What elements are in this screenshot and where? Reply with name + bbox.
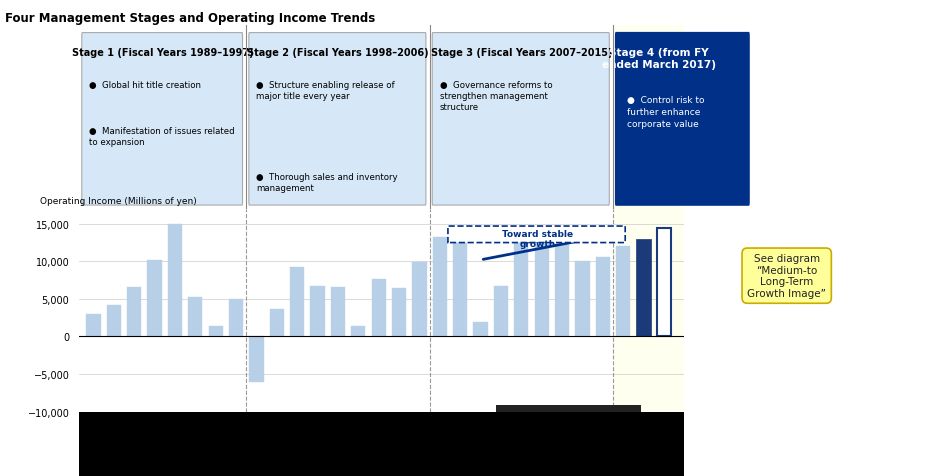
Bar: [613, 26, 684, 209]
Bar: [270, 309, 284, 337]
Bar: [514, 229, 529, 337]
FancyBboxPatch shape: [432, 33, 609, 206]
Bar: [351, 326, 365, 337]
Bar: [310, 287, 325, 337]
Bar: [555, 245, 569, 337]
Text: Stage 4 (from FY
ended March 2017): Stage 4 (from FY ended March 2017): [601, 48, 716, 69]
Text: ●  Governance reforms to
strengthen management
structure: ● Governance reforms to strengthen manag…: [439, 81, 552, 112]
Bar: [656, 228, 671, 337]
Bar: [616, 246, 630, 337]
Bar: [147, 260, 162, 337]
Bar: [168, 224, 182, 337]
Text: ●  Structure enabling release of
major title every year: ● Structure enabling release of major ti…: [256, 81, 395, 101]
Text: ●  Digital strategy promotion: ● Digital strategy promotion: [439, 218, 566, 228]
Bar: [250, 337, 263, 382]
Text: See diagram
“Medium-to
Long-Term
Growth Image”: See diagram “Medium-to Long-Term Growth …: [748, 254, 826, 298]
Text: ●  Control risk to
further enhance
corporate value: ● Control risk to further enhance corpor…: [627, 96, 705, 129]
Text: ●  Global hit title creation: ● Global hit title creation: [89, 81, 201, 90]
Bar: [412, 263, 426, 337]
Bar: [453, 228, 467, 337]
Bar: [290, 267, 304, 337]
Bar: [473, 323, 488, 337]
FancyBboxPatch shape: [82, 33, 243, 206]
Bar: [493, 287, 508, 337]
Bar: [229, 299, 243, 337]
Bar: [613, 209, 684, 412]
Bar: [371, 279, 385, 337]
Text: ●  Thorough sales and inventory
management: ● Thorough sales and inventory managemen…: [256, 173, 398, 193]
Bar: [331, 288, 345, 337]
Bar: [392, 288, 406, 337]
FancyBboxPatch shape: [615, 33, 749, 206]
Bar: [637, 239, 651, 337]
Bar: [596, 258, 610, 337]
Text: Operating Income (Millions of yen): Operating Income (Millions of yen): [40, 196, 196, 205]
Bar: [107, 305, 121, 337]
Text: Toward stable
growth: Toward stable growth: [502, 229, 573, 249]
FancyBboxPatch shape: [249, 33, 425, 206]
Text: (Plan): (Plan): [641, 416, 667, 425]
Bar: [534, 245, 548, 337]
Bar: [87, 314, 101, 337]
Bar: [127, 288, 142, 337]
Text: Stage 3 (Fiscal Years 2007–2015): Stage 3 (Fiscal Years 2007–2015): [430, 48, 612, 58]
Bar: [433, 237, 447, 337]
Text: ●  Manifestation of issues related
to expansion: ● Manifestation of issues related to exp…: [89, 127, 235, 147]
Text: Stage 1 (Fiscal Years 1989–1997): Stage 1 (Fiscal Years 1989–1997): [72, 48, 253, 58]
Text: Stage 2 (Fiscal Years 1998–2006): Stage 2 (Fiscal Years 1998–2006): [247, 48, 428, 58]
Text: Four Management Stages and Operating Income Trends: Four Management Stages and Operating Inc…: [5, 12, 375, 25]
Bar: [188, 298, 202, 337]
Bar: [209, 326, 223, 337]
Text: (Fiscal years ended March 31): (Fiscal years ended March 31): [511, 421, 626, 430]
FancyBboxPatch shape: [448, 227, 626, 243]
Bar: [575, 261, 589, 337]
